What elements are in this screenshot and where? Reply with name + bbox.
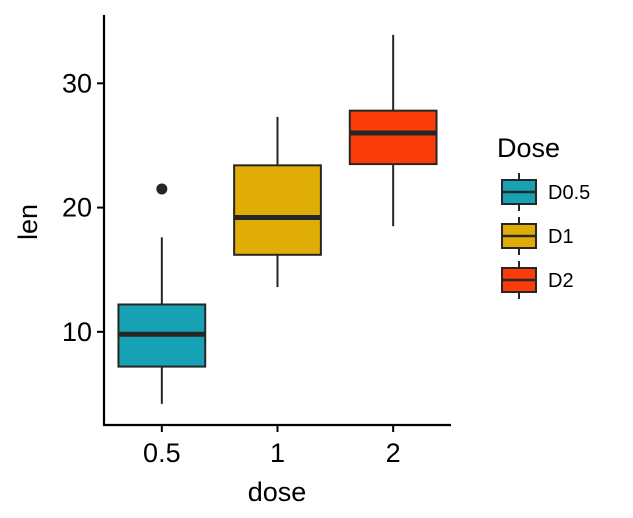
box-group-D0.5 — [117, 183, 207, 404]
plot-area — [117, 34, 438, 404]
x-tick-label: 0.5 — [143, 438, 181, 468]
legend-label: D1 — [548, 226, 574, 248]
y-tick-label: 20 — [62, 193, 92, 223]
y-axis-ticks: 10 20 30 — [62, 68, 104, 347]
legend-label: D2 — [548, 270, 574, 292]
x-tick-label: 1 — [270, 438, 285, 468]
legend-label: D0.5 — [548, 182, 590, 204]
legend-item-D0.5: D0.5 — [501, 173, 590, 211]
box — [233, 164, 322, 256]
box-group-D1 — [233, 116, 322, 288]
x-axis-title: dose — [248, 477, 307, 507]
x-tick-label: 2 — [386, 438, 401, 468]
legend-title: Dose — [497, 133, 560, 163]
legend-item-D1: D1 — [501, 217, 574, 255]
y-axis-title: len — [13, 204, 43, 240]
outlier-point — [156, 183, 168, 195]
legend: Dose D0.5 D1 D2 — [497, 133, 590, 299]
box-group-D2 — [348, 34, 438, 227]
legend-item-D2: D2 — [501, 261, 574, 299]
y-tick-label: 10 — [62, 317, 92, 347]
x-axis-ticks: 0.5 1 2 — [143, 425, 401, 468]
box — [348, 109, 438, 166]
y-tick-label: 30 — [62, 68, 92, 98]
